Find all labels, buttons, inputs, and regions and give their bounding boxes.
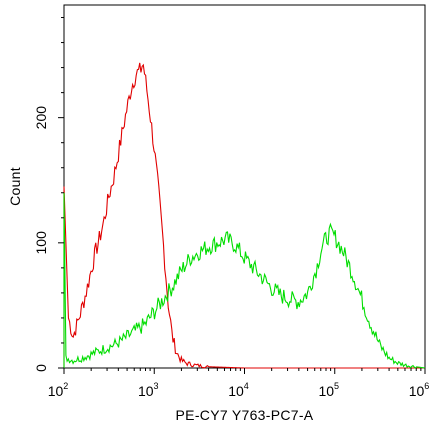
- x-tick-label: 102: [48, 381, 69, 399]
- x-tick-base: 10: [409, 383, 425, 399]
- x-tick-label: 106: [409, 381, 430, 399]
- x-tick-base: 10: [48, 383, 64, 399]
- x-tick-base: 10: [228, 383, 244, 399]
- x-tick-label: 103: [138, 381, 159, 399]
- x-tick-base: 10: [138, 383, 154, 399]
- series-line-1: [63, 192, 426, 369]
- y-axis-ticks: 0 100 200: [33, 17, 64, 372]
- series-group: [63, 62, 426, 369]
- x-tick-base: 10: [318, 383, 334, 399]
- x-axis-ticks: 102 103 104 105 106: [48, 368, 430, 399]
- x-tick-exponent: 4: [244, 381, 249, 391]
- x-tick-label: 104: [228, 381, 249, 399]
- series-line-0: [63, 62, 425, 369]
- y-axis-title: Count: [7, 167, 23, 206]
- x-axis-title: PE-CY7 Y763-PC7-A: [176, 407, 314, 423]
- y-tick-label: 0: [33, 364, 49, 372]
- x-tick-exponent: 2: [63, 381, 68, 391]
- x-tick-label: 105: [318, 381, 339, 399]
- y-tick-label: 100: [33, 231, 49, 255]
- x-tick-exponent: 3: [154, 381, 159, 391]
- x-tick-exponent: 5: [334, 381, 339, 391]
- x-tick-exponent: 6: [424, 381, 429, 391]
- plot-frame: [63, 4, 426, 369]
- y-tick-label: 200: [33, 106, 49, 130]
